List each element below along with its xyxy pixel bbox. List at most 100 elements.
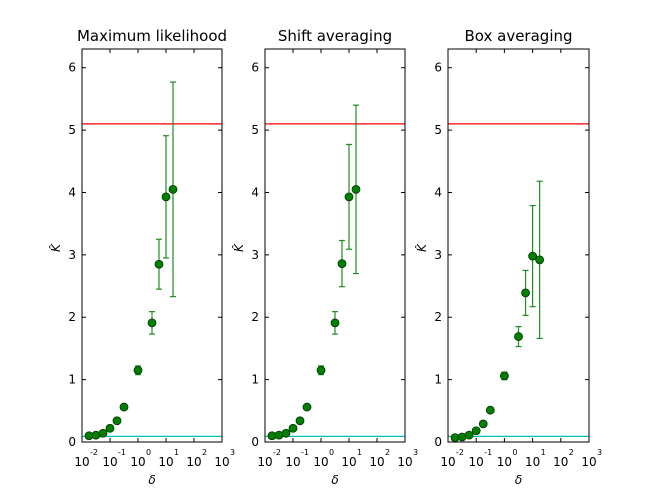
- y-tick-label: 1: [68, 373, 76, 387]
- x-tick-exponent: 2: [202, 448, 207, 457]
- data-point: [105, 423, 115, 433]
- x-tick-label: 10: [186, 455, 201, 469]
- data-point: [133, 365, 143, 375]
- x-tick-label: 10: [440, 455, 455, 469]
- y-tick-label: 5: [434, 123, 442, 137]
- y-tick-label: 2: [251, 310, 259, 324]
- data-point: [528, 251, 537, 261]
- chart-panel-1: Maximum likelihood012345610-210-11001011…: [49, 27, 235, 487]
- x-tick-exponent: 1: [174, 448, 179, 457]
- data-point: [344, 192, 354, 202]
- x-tick-label: 10: [158, 455, 173, 469]
- y-tick-label: 1: [434, 373, 442, 387]
- data-point: [485, 405, 495, 415]
- x-tick-label: 10: [257, 455, 272, 469]
- x-tick-exponent: -1: [118, 448, 126, 457]
- x-tick-label: 10: [214, 455, 229, 469]
- y-tick-label: 0: [251, 435, 259, 449]
- y-tick-label: 4: [251, 185, 259, 199]
- x-tick-exponent: -2: [273, 448, 281, 457]
- y-tick-label: 2: [434, 310, 442, 324]
- axes-frame: [81, 48, 223, 443]
- x-tick-label: 10: [553, 455, 568, 469]
- x-tick-exponent: 2: [569, 448, 574, 457]
- y-tick-label: 4: [434, 185, 442, 199]
- x-tick-label: 10: [397, 455, 412, 469]
- data-point: [288, 423, 298, 433]
- y-tick-label: 3: [68, 248, 76, 262]
- x-tick-label: 10: [102, 455, 117, 469]
- chart-title: Maximum likelihood: [77, 27, 227, 45]
- data-point: [281, 428, 291, 438]
- y-tick-label: 2: [68, 310, 76, 324]
- data-point: [161, 192, 171, 202]
- axes-frame: [264, 48, 406, 443]
- x-tick-exponent: -1: [301, 448, 309, 457]
- y-axis-label: K̂: [49, 243, 63, 252]
- y-tick-label: 5: [68, 123, 76, 137]
- x-axis-label: δ: [331, 473, 338, 487]
- y-axis-label: K̂: [232, 243, 246, 252]
- x-tick-exponent: 0: [512, 448, 517, 457]
- data-point: [337, 259, 347, 268]
- chart-panel-2: Shift averaging012345610-210-11001011021…: [232, 27, 418, 487]
- data-point: [478, 419, 488, 429]
- x-axis-label: δ: [148, 473, 155, 487]
- x-tick-label: 10: [285, 455, 300, 469]
- y-tick-label: 5: [251, 123, 259, 137]
- x-tick-label: 10: [313, 455, 328, 469]
- x-tick-label: 10: [581, 455, 596, 469]
- y-tick-label: 4: [68, 185, 76, 199]
- chart-panel-3: Box averaging012345610-210-1100101102103…: [415, 27, 602, 487]
- data-point: [295, 416, 305, 426]
- axes-frame: [447, 48, 590, 443]
- y-tick-label: 6: [68, 61, 76, 75]
- y-axis-label: K̂: [415, 243, 429, 252]
- chart-title: Box averaging: [464, 27, 572, 45]
- data-point: [330, 318, 340, 328]
- x-tick-label: 10: [341, 455, 356, 469]
- y-tick-label: 3: [434, 248, 442, 262]
- y-tick-label: 6: [434, 61, 442, 75]
- x-tick-exponent: 1: [357, 448, 362, 457]
- y-tick-label: 1: [251, 373, 259, 387]
- data-point: [168, 184, 178, 194]
- y-tick-label: 0: [434, 435, 442, 449]
- data-point: [499, 371, 509, 381]
- x-tick-exponent: 3: [230, 448, 235, 457]
- data-point: [316, 365, 326, 375]
- data-point: [351, 184, 361, 194]
- x-tick-exponent: -2: [456, 448, 464, 457]
- x-tick-exponent: 2: [385, 448, 390, 457]
- data-point: [119, 402, 129, 412]
- data-point: [147, 318, 157, 328]
- data-point: [302, 402, 312, 412]
- x-tick-label: 10: [130, 455, 145, 469]
- data-point: [112, 416, 122, 426]
- x-tick-label: 10: [74, 455, 89, 469]
- data-point: [521, 288, 530, 298]
- x-tick-label: 10: [469, 455, 484, 469]
- data-point: [98, 428, 108, 438]
- data-point: [154, 259, 164, 269]
- data-point: [535, 255, 545, 265]
- data-point: [471, 426, 481, 436]
- y-tick-label: 0: [68, 435, 76, 449]
- data-point: [464, 430, 474, 440]
- x-tick-exponent: 1: [541, 448, 546, 457]
- x-tick-exponent: 3: [597, 448, 602, 457]
- x-axis-label: δ: [515, 473, 522, 487]
- y-tick-label: 6: [251, 61, 259, 75]
- x-tick-label: 10: [369, 455, 384, 469]
- x-tick-exponent: 0: [329, 448, 334, 457]
- x-tick-exponent: -2: [90, 448, 98, 457]
- data-point: [514, 332, 523, 341]
- x-tick-exponent: -1: [484, 448, 492, 457]
- x-tick-exponent: 0: [146, 448, 151, 457]
- x-tick-label: 10: [525, 455, 540, 469]
- x-tick-label: 10: [497, 455, 512, 469]
- x-tick-exponent: 3: [413, 448, 418, 457]
- chart-title: Shift averaging: [278, 27, 392, 45]
- y-tick-label: 3: [251, 248, 259, 262]
